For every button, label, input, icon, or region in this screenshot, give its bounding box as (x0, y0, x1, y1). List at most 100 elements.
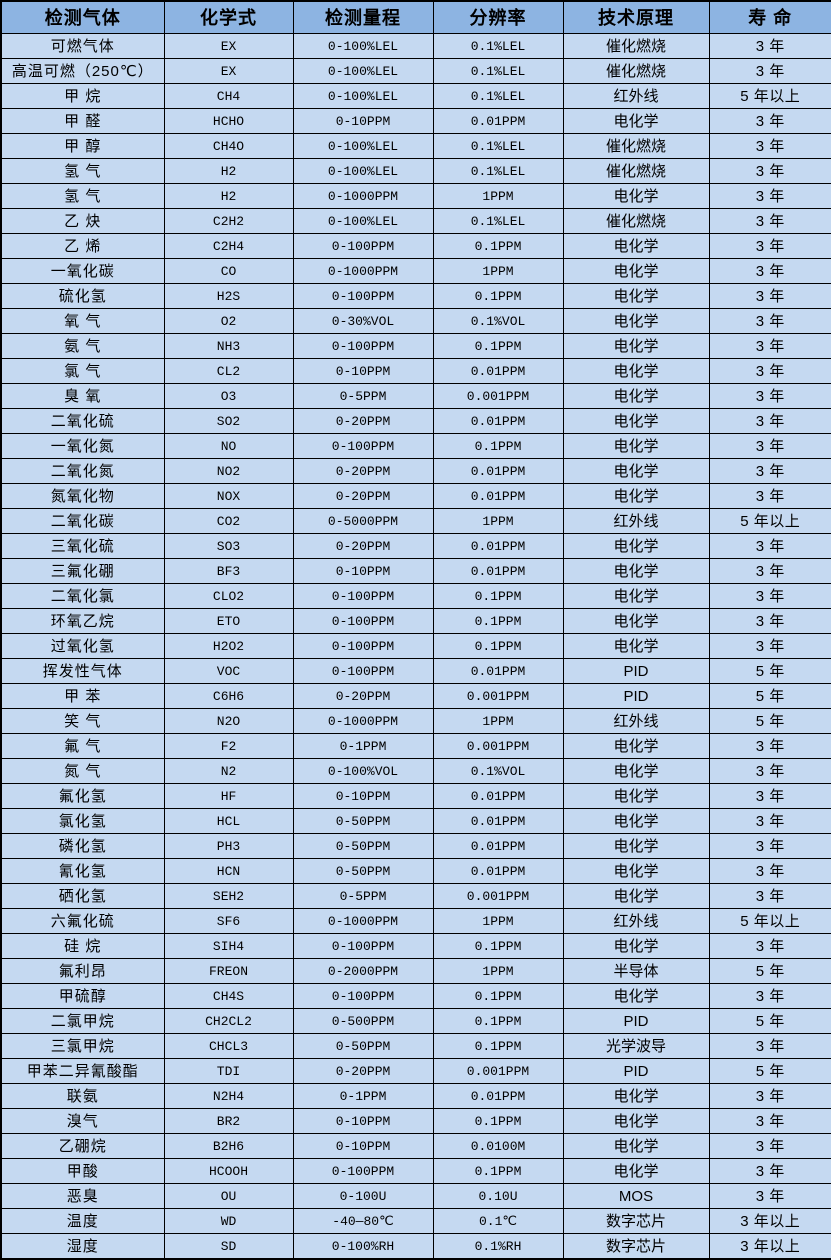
cell-life: 3 年 (708, 1158, 831, 1184)
cell-formula: CO2 (163, 508, 294, 534)
table-row: 氟化氢 HF 0-10PPM 0.01PPM 电化学 3 年 (0, 783, 831, 809)
cell-tech: 电化学 (562, 233, 710, 259)
cell-range: 0-5PPM (292, 883, 434, 909)
column-header-formula: 化学式 (163, 0, 294, 34)
cell-formula: EX (163, 33, 294, 59)
cell-name: 二氯甲烷 (0, 1008, 165, 1034)
cell-name: 三氯甲烷 (0, 1033, 165, 1059)
cell-res: 0.1PPM (432, 983, 564, 1009)
cell-formula: C2H2 (163, 208, 294, 234)
table-row: 一氧化碳 CO 0-1000PPM 1PPM 电化学 3 年 (0, 258, 831, 284)
cell-formula: O2 (163, 308, 294, 334)
cell-res: 0.1%LEL (432, 33, 564, 59)
cell-life: 3 年 (708, 283, 831, 309)
cell-tech: 电化学 (562, 1158, 710, 1184)
cell-formula: HCHO (163, 108, 294, 134)
cell-tech: 电化学 (562, 358, 710, 384)
cell-name: 三氟化硼 (0, 558, 165, 584)
cell-life: 3 年 (708, 158, 831, 184)
cell-life: 5 年 (708, 683, 831, 709)
cell-range: 0-10PPM (292, 783, 434, 809)
cell-life: 3 年 (708, 483, 831, 509)
cell-range: 0-20PPM (292, 483, 434, 509)
cell-formula: HCOOH (163, 1158, 294, 1184)
cell-name: 甲 苯 (0, 683, 165, 709)
cell-name: 氰化氢 (0, 858, 165, 884)
cell-res: 0.001PPM (432, 1058, 564, 1084)
cell-life: 3 年 (708, 1108, 831, 1134)
cell-name: 六氟化硫 (0, 908, 165, 934)
cell-tech: 电化学 (562, 883, 710, 909)
cell-formula: SEH2 (163, 883, 294, 909)
cell-res: 0.1%LEL (432, 83, 564, 109)
cell-range: 0-20PPM (292, 683, 434, 709)
cell-tech: 光学波导 (562, 1033, 710, 1059)
cell-formula: F2 (163, 733, 294, 759)
cell-tech: 电化学 (562, 608, 710, 634)
table-row: 甲 醇 CH4O 0-100%LEL 0.1%LEL 催化燃烧 3 年 (0, 133, 831, 159)
cell-tech: 电化学 (562, 758, 710, 784)
cell-tech: 电化学 (562, 583, 710, 609)
cell-formula: SD (163, 1233, 294, 1260)
cell-tech: 电化学 (562, 983, 710, 1009)
cell-life: 3 年 (708, 408, 831, 434)
cell-life: 3 年 (708, 183, 831, 209)
cell-life: 3 年 (708, 1083, 831, 1109)
cell-tech: 电化学 (562, 808, 710, 834)
cell-life: 3 年 (708, 758, 831, 784)
cell-tech: 催化燃烧 (562, 158, 710, 184)
cell-formula: OU (163, 1183, 294, 1209)
cell-name: 氟化氢 (0, 783, 165, 809)
cell-formula: CLO2 (163, 583, 294, 609)
table-row: 联氨 N2H4 0-1PPM 0.01PPM 电化学 3 年 (0, 1083, 831, 1109)
cell-name: 氢 气 (0, 158, 165, 184)
cell-res: 0.1PPM (432, 233, 564, 259)
cell-life: 3 年 (708, 733, 831, 759)
cell-formula: CH4O (163, 133, 294, 159)
column-header-range: 检测量程 (292, 0, 434, 34)
cell-name: 联氨 (0, 1083, 165, 1109)
cell-formula: C2H4 (163, 233, 294, 259)
cell-life: 3 年 (708, 358, 831, 384)
cell-life: 3 年 (708, 583, 831, 609)
cell-tech: 电化学 (562, 558, 710, 584)
cell-res: 0.1℃ (432, 1208, 564, 1234)
cell-range: 0-20PPM (292, 1058, 434, 1084)
table-row: 二氧化硫 SO2 0-20PPM 0.01PPM 电化学 3 年 (0, 408, 831, 434)
table-row: 一氧化氮 NO 0-100PPM 0.1PPM 电化学 3 年 (0, 433, 831, 459)
cell-range: 0-100%LEL (292, 83, 434, 109)
table-row: 过氧化氢 H2O2 0-100PPM 0.1PPM 电化学 3 年 (0, 633, 831, 659)
cell-name: 甲 醛 (0, 108, 165, 134)
cell-tech: 电化学 (562, 283, 710, 309)
cell-formula: CO (163, 258, 294, 284)
cell-tech: 催化燃烧 (562, 208, 710, 234)
cell-life: 5 年 (708, 958, 831, 984)
cell-range: 0-100PPM (292, 233, 434, 259)
cell-range: 0-100PPM (292, 283, 434, 309)
cell-tech: 催化燃烧 (562, 33, 710, 59)
cell-life: 3 年 (708, 1133, 831, 1159)
cell-range: 0-100PPM (292, 933, 434, 959)
cell-life: 3 年 (708, 233, 831, 259)
cell-life: 5 年以上 (708, 908, 831, 934)
cell-life: 3 年以上 (708, 1208, 831, 1234)
cell-tech: 催化燃烧 (562, 133, 710, 159)
cell-life: 5 年以上 (708, 508, 831, 534)
cell-res: 0.1PPM (432, 608, 564, 634)
cell-formula: N2 (163, 758, 294, 784)
table-row: 磷化氢 PH3 0-50PPM 0.01PPM 电化学 3 年 (0, 833, 831, 859)
cell-range: -40—80℃ (292, 1208, 434, 1234)
cell-tech: 电化学 (562, 258, 710, 284)
cell-res: 0.1%RH (432, 1233, 564, 1260)
cell-range: 0-100PPM (292, 433, 434, 459)
cell-life: 3 年 (708, 783, 831, 809)
cell-range: 0-5PPM (292, 383, 434, 409)
cell-life: 3 年 (708, 608, 831, 634)
cell-life: 3 年 (708, 33, 831, 59)
cell-name: 磷化氢 (0, 833, 165, 859)
cell-name: 甲苯二异氰酸酯 (0, 1058, 165, 1084)
table-row: 湿度 SD 0-100%RH 0.1%RH 数字芯片 3 年以上 (0, 1233, 831, 1260)
column-header-resolution: 分辨率 (432, 0, 564, 34)
cell-res: 0.01PPM (432, 483, 564, 509)
table-row: 臭 氧 O3 0-5PPM 0.001PPM 电化学 3 年 (0, 383, 831, 409)
